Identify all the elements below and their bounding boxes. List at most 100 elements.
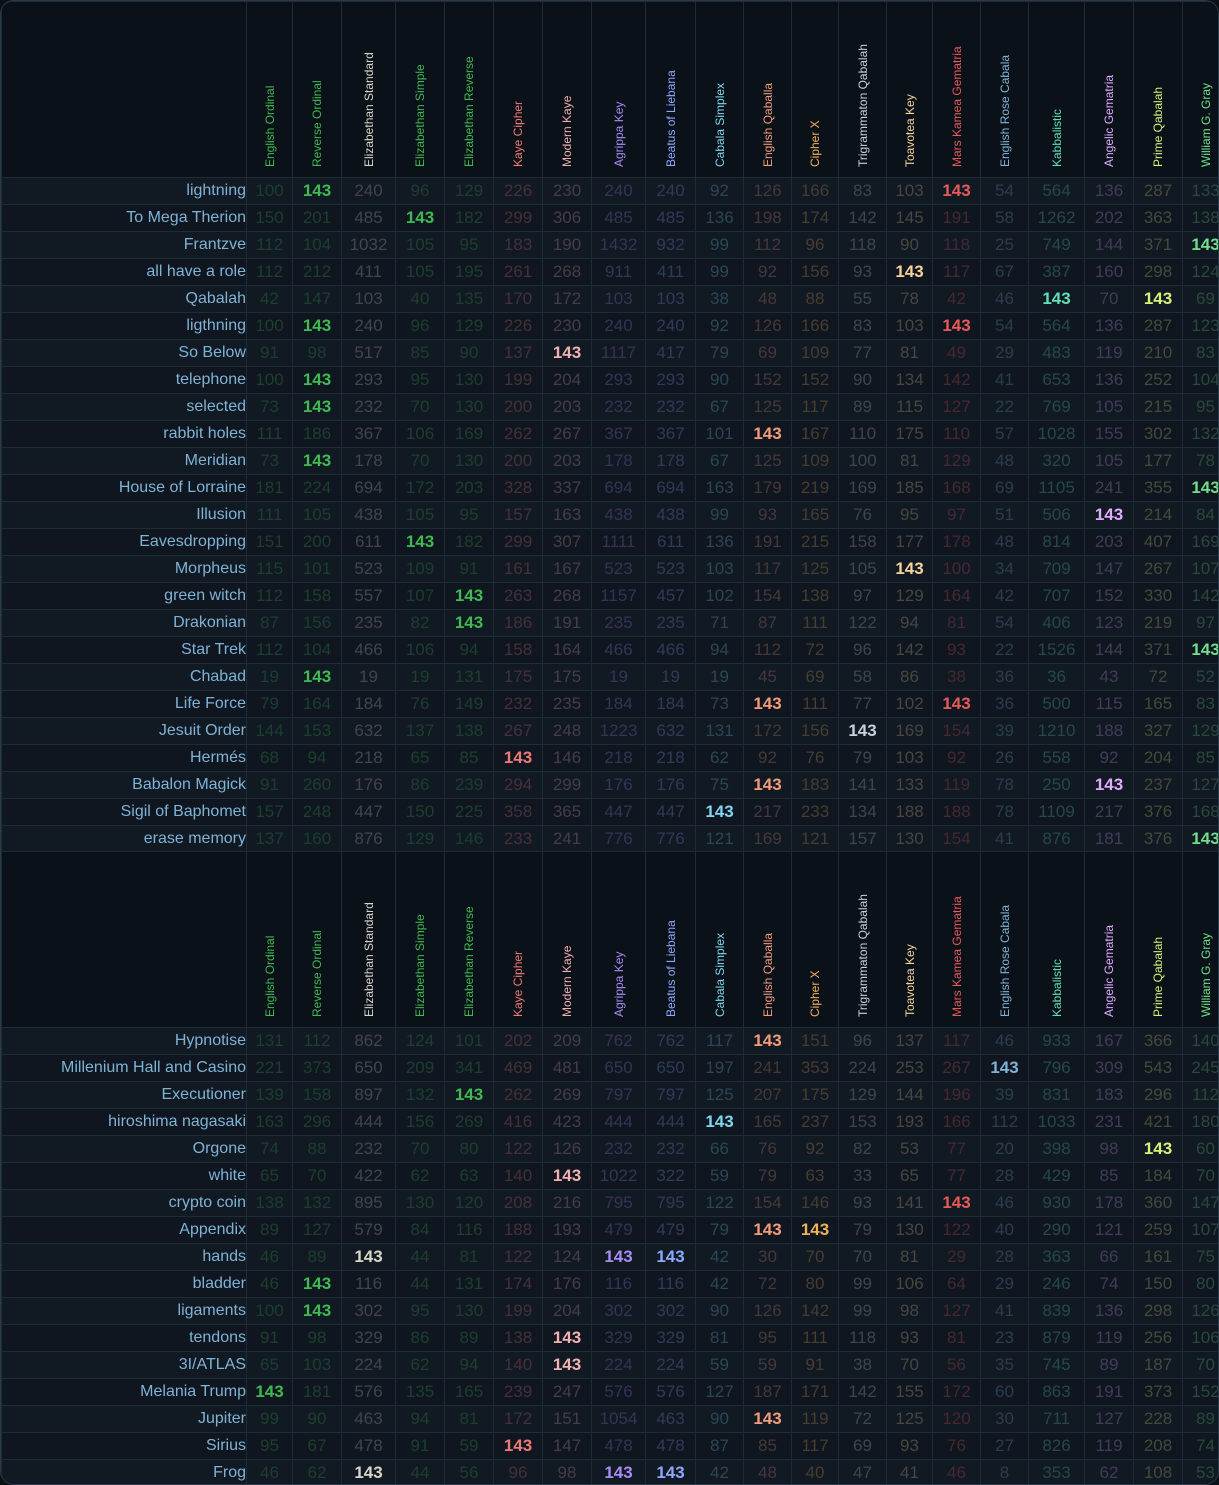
value-cell[interactable]: 327	[1133, 717, 1183, 745]
value-cell[interactable]: 200	[493, 393, 543, 421]
cipher-header[interactable]: English Qaballa	[743, 851, 792, 1028]
value-cell[interactable]: 167	[542, 555, 592, 583]
value-cell[interactable]: 93	[886, 1432, 933, 1460]
value-cell[interactable]: 48	[743, 285, 792, 313]
value-cell[interactable]: 142	[838, 204, 887, 232]
value-cell[interactable]: 231	[1084, 1108, 1134, 1136]
value-cell[interactable]: 557	[341, 582, 396, 610]
phrase-cell[interactable]: Star Trek	[1, 636, 247, 664]
value-cell[interactable]: 69	[838, 1432, 887, 1460]
value-cell[interactable]: 90	[444, 339, 494, 367]
value-cell[interactable]: 329	[591, 1324, 646, 1352]
value-cell[interactable]: 1223	[591, 717, 646, 745]
value-cell[interactable]: 46	[246, 1270, 293, 1298]
value-cell[interactable]: 178	[932, 528, 981, 556]
value-cell[interactable]: 136	[1084, 1297, 1134, 1325]
value-cell[interactable]: 104	[292, 231, 342, 259]
value-cell[interactable]: 93	[838, 1189, 887, 1217]
value-cell[interactable]: 268	[542, 258, 592, 286]
value-cell[interactable]: 143	[341, 1459, 396, 1484]
value-cell[interactable]: 182	[444, 204, 494, 232]
value-cell[interactable]: 62	[292, 1459, 342, 1484]
value-cell[interactable]: 485	[645, 204, 696, 232]
value-cell[interactable]: 161	[1133, 1243, 1183, 1271]
value-cell[interactable]: 142	[791, 1297, 839, 1325]
value-cell[interactable]: 143	[292, 1297, 342, 1325]
value-cell[interactable]: 71	[695, 609, 744, 637]
value-cell[interactable]: 143	[932, 1189, 981, 1217]
cipher-header[interactable]: Elizabethan Simple	[395, 851, 445, 1028]
value-cell[interactable]: 132	[1182, 420, 1218, 448]
value-cell[interactable]: 232	[341, 393, 396, 421]
value-cell[interactable]: 176	[341, 771, 396, 799]
value-cell[interactable]: 97	[1182, 609, 1218, 637]
value-cell[interactable]: 73	[695, 690, 744, 718]
value-cell[interactable]: 150	[395, 798, 445, 826]
value-cell[interactable]: 110	[838, 420, 887, 448]
value-cell[interactable]: 523	[341, 555, 396, 583]
value-cell[interactable]: 239	[444, 771, 494, 799]
cipher-header[interactable]: Cipher X	[791, 851, 839, 1028]
value-cell[interactable]: 69	[1182, 285, 1218, 313]
value-cell[interactable]: 250	[1028, 771, 1085, 799]
value-cell[interactable]: 191	[542, 609, 592, 637]
phrase-cell[interactable]: all have a role	[1, 258, 247, 286]
value-cell[interactable]: 466	[591, 636, 646, 664]
value-cell[interactable]: 895	[341, 1189, 396, 1217]
value-cell[interactable]: 63	[444, 1162, 494, 1190]
value-cell[interactable]: 611	[341, 528, 396, 556]
value-cell[interactable]: 67	[292, 1432, 342, 1460]
value-cell[interactable]: 290	[1028, 1216, 1085, 1244]
cipher-header[interactable]: Elizabethan Reverse	[444, 851, 494, 1028]
value-cell[interactable]: 245	[1182, 1054, 1218, 1082]
value-cell[interactable]: 163	[542, 501, 592, 529]
value-cell[interactable]: 102	[886, 690, 933, 718]
value-cell[interactable]: 136	[695, 528, 744, 556]
value-cell[interactable]: 341	[444, 1054, 494, 1082]
value-cell[interactable]: 78	[886, 285, 933, 313]
value-cell[interactable]: 166	[791, 177, 839, 205]
value-cell[interactable]: 92	[695, 177, 744, 205]
value-cell[interactable]: 398	[1028, 1135, 1085, 1163]
value-cell[interactable]: 157	[246, 798, 293, 826]
value-cell[interactable]: 95	[743, 1324, 792, 1352]
cipher-header[interactable]: Toavotea Key	[886, 1, 933, 178]
value-cell[interactable]: 165	[743, 1108, 792, 1136]
value-cell[interactable]: 40	[791, 1459, 839, 1484]
value-cell[interactable]: 181	[1084, 825, 1134, 853]
value-cell[interactable]: 129	[1182, 717, 1218, 745]
value-cell[interactable]: 197	[695, 1054, 744, 1082]
value-cell[interactable]: 99	[246, 1405, 293, 1433]
value-cell[interactable]: 41	[980, 825, 1029, 853]
value-cell[interactable]: 506	[1028, 501, 1085, 529]
value-cell[interactable]: 97	[932, 501, 981, 529]
phrase-cell[interactable]: white	[1, 1162, 247, 1190]
value-cell[interactable]: 137	[246, 825, 293, 853]
value-cell[interactable]: 141	[838, 771, 887, 799]
value-cell[interactable]: 112	[246, 231, 293, 259]
value-cell[interactable]: 101	[695, 420, 744, 448]
value-cell[interactable]: 263	[493, 582, 543, 610]
value-cell[interactable]: 48	[980, 528, 1029, 556]
value-cell[interactable]: 261	[493, 258, 543, 286]
value-cell[interactable]: 183	[791, 771, 839, 799]
value-cell[interactable]: 1111	[591, 528, 646, 556]
phrase-cell[interactable]: Meridian	[1, 447, 247, 475]
value-cell[interactable]: 158	[493, 636, 543, 664]
value-cell[interactable]: 127	[695, 1378, 744, 1406]
phrase-cell[interactable]: Chabad	[1, 663, 247, 691]
value-cell[interactable]: 469	[493, 1054, 543, 1082]
value-cell[interactable]: 143	[743, 420, 792, 448]
value-cell[interactable]: 478	[341, 1432, 396, 1460]
phrase-cell[interactable]: Morpheus	[1, 555, 247, 583]
value-cell[interactable]: 90	[695, 1297, 744, 1325]
value-cell[interactable]: 176	[542, 1270, 592, 1298]
value-cell[interactable]: 911	[591, 258, 646, 286]
value-cell[interactable]: 237	[1133, 771, 1183, 799]
cipher-header[interactable]: Kaye Cipher	[493, 1, 543, 178]
value-cell[interactable]: 1432	[591, 231, 646, 259]
value-cell[interactable]: 138	[493, 1324, 543, 1352]
value-cell[interactable]: 134	[886, 366, 933, 394]
value-cell[interactable]: 91	[246, 771, 293, 799]
value-cell[interactable]: 103	[292, 1351, 342, 1379]
